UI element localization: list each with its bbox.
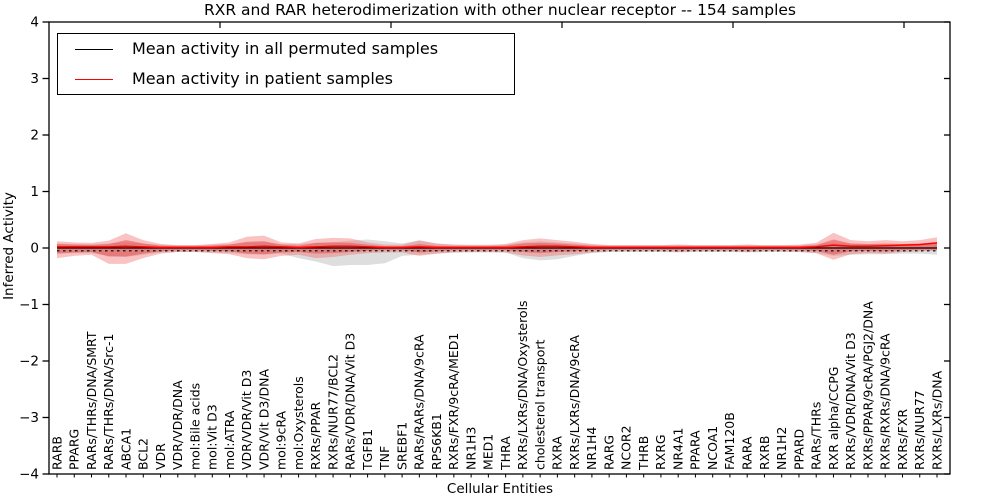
x-category-label: BCL2 [136, 438, 151, 470]
x-category-label: NR4A1 [670, 428, 685, 471]
x-category-label: NCOA1 [705, 426, 720, 470]
x-category-label: RARG [601, 435, 616, 470]
x-category-label: RXRs/LXRs/DNA/9cRA [567, 335, 582, 470]
x-category-label: NCOR2 [619, 425, 634, 470]
x-axis-title: Cellular Entities [446, 481, 554, 497]
x-category-label: mol:Vit D3 [205, 404, 220, 470]
x-category-label: THRB [636, 436, 651, 471]
x-category-label: NR1H2 [774, 427, 789, 470]
x-category-label: mol:Oxysterols [291, 376, 306, 470]
x-category-label: cholesterol transport [532, 339, 547, 470]
legend-label-patient: Mean activity in patient samples [132, 69, 393, 88]
x-category-label: MED1 [481, 434, 496, 470]
x-category-label: SREBF1 [394, 422, 409, 470]
x-category-label: RARA [739, 436, 754, 470]
x-category-label: FAM120B [722, 412, 737, 470]
x-category-label: RPS6KB1 [429, 413, 444, 470]
x-category-label: TGFB1 [360, 429, 375, 471]
x-category-label: RXRs/LXRs/DNA/Oxysterols [515, 300, 530, 470]
x-category-label: RARs/THRs/DNA/SMRT [84, 331, 99, 470]
x-category-label: RXRA [550, 436, 565, 470]
x-category-label: PPARD [791, 429, 806, 470]
x-category-label: TNF [377, 446, 392, 471]
legend-item-patient: Mean activity in patient samples [58, 67, 514, 91]
x-category-label: RARs/THRs [809, 402, 824, 470]
x-category-label: RXRG [653, 434, 668, 470]
legend-item-permuted: Mean activity in all permuted samples [58, 37, 514, 61]
y-tick-label: 1 [30, 184, 39, 200]
y-axis-title: Inferred Activity [1, 192, 17, 300]
patient-mean-line [57, 242, 938, 249]
legend: Mean activity in all permuted samples Me… [57, 33, 515, 95]
x-category-label: RXRs/NUR77 [912, 390, 927, 470]
x-category-label: RXRs/FXR/9cRA/MED1 [446, 333, 461, 470]
x-category-label: mol:ATRA [222, 410, 237, 470]
x-category-label: ABCA1 [118, 428, 133, 470]
y-tick-label: −2 [19, 354, 39, 370]
y-tick-label: −4 [19, 467, 39, 483]
permuted-activity-range [57, 239, 937, 267]
x-category-label: VDR/VDR/Vit D3 [239, 370, 254, 470]
x-category-label: RXRB [757, 435, 772, 470]
y-tick-label: 4 [30, 15, 39, 31]
x-category-label: VDR/VDR/DNA [170, 380, 185, 470]
x-category-label: RXRs/VDR/DNA/Vit D3 [843, 332, 858, 470]
x-category-label: PPARA [688, 430, 703, 470]
y-tick-label: 3 [30, 71, 39, 87]
y-tick-label: −3 [19, 410, 39, 426]
x-category-label: NR1H4 [584, 427, 599, 470]
x-category-label: RXRs/FXR [895, 409, 910, 470]
x-category-label: RXRs/RXRs/DNA/9cRA [878, 333, 893, 470]
y-tick-label: −1 [19, 297, 39, 313]
y-tick-label: 0 [30, 241, 39, 257]
legend-label-permuted: Mean activity in all permuted samples [132, 39, 439, 58]
x-category-label: PPARG [67, 429, 82, 470]
x-category-label: RARs/THRs/DNA/Src-1 [101, 334, 116, 470]
x-category-label: mol:9cRA [274, 410, 289, 470]
x-category-label: RXR alpha/CCPG [826, 367, 841, 470]
x-category-label: mol:Bile acids [187, 383, 202, 470]
x-category-label: VDR/Vit D3/DNA [256, 369, 271, 470]
x-category-label: NR1H3 [463, 427, 478, 470]
chart-title: RXR and RAR heterodimerization with othe… [203, 1, 797, 19]
x-category-label: VDR [153, 443, 168, 470]
x-category-label: RARs/RARs/DNA/9cRA [412, 334, 427, 470]
x-category-label: RARs/VDR/DNA/Vit D3 [343, 333, 358, 470]
x-category-label: RXRs/PPAR/9cRA/PGJ2/DNA [860, 301, 875, 470]
x-category-label: RARB [49, 436, 64, 470]
x-category-label: THRA [498, 436, 513, 471]
patient-line-swatch [75, 78, 113, 80]
x-category-label: RXRs/PPAR [308, 402, 323, 470]
x-category-label: RXRs/LXRs/DNA [929, 370, 944, 470]
x-category-label: RXRs/NUR77/BCL2 [325, 354, 340, 470]
permuted-line-swatch [75, 48, 113, 50]
y-tick-label: 2 [30, 128, 39, 144]
